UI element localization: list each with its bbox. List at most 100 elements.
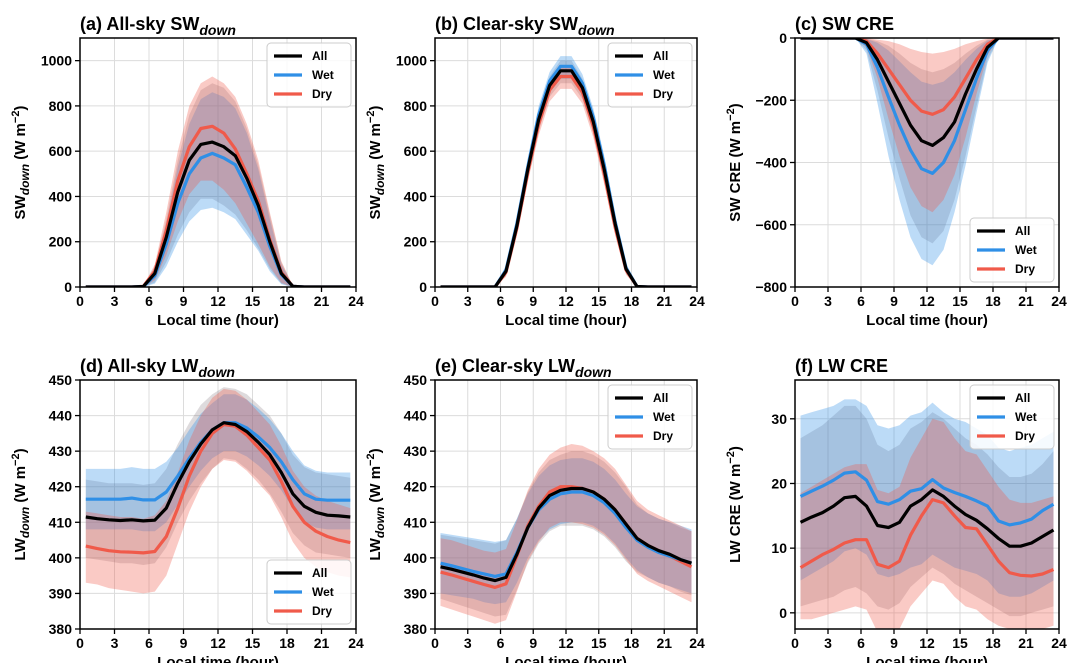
- y-tick-label: 390: [49, 585, 73, 601]
- x-axis-label: Local time (hour): [505, 312, 627, 329]
- x-tick-label: 9: [180, 293, 188, 309]
- y-axis-label: LW CRE (W m−2): [725, 446, 744, 563]
- x-tick-label: 9: [529, 635, 537, 651]
- y-label-superscript: −2: [725, 108, 737, 121]
- legend: All Wet Dry: [266, 559, 352, 625]
- x-tick-label: 9: [529, 293, 537, 309]
- x-tick-label: 21: [1018, 293, 1034, 309]
- band-wet: [440, 458, 692, 605]
- y-label-close: ): [367, 106, 384, 111]
- legend: All Wet Dry: [266, 42, 352, 108]
- y-label-close: ): [12, 448, 29, 453]
- x-tick-label: 12: [919, 293, 935, 309]
- y-tick-label: 600: [49, 143, 73, 159]
- panel-title-subscript: down: [578, 22, 615, 38]
- series-line-all: [440, 69, 692, 287]
- x-tick-label: 24: [1051, 635, 1067, 651]
- x-tick-label: 12: [558, 635, 574, 651]
- x-tick-label: 6: [857, 293, 865, 309]
- x-tick-label: 12: [558, 293, 574, 309]
- x-tick-label: 6: [145, 293, 153, 309]
- x-tick-label: 12: [919, 635, 935, 651]
- panel-title-text: (b) Clear-sky SW: [435, 14, 578, 34]
- legend-label-all: All: [312, 566, 327, 580]
- x-tick-label: 9: [890, 635, 898, 651]
- panel-title: (d) All-sky LWdown: [80, 356, 235, 380]
- y-tick-label: 1000: [396, 53, 427, 69]
- y-tick-label: 0: [779, 30, 787, 46]
- y-label-main: LW CRE: [727, 505, 744, 563]
- y-label-main: LW: [12, 537, 29, 560]
- x-tick-label: 6: [497, 293, 505, 309]
- legend-label-all: All: [312, 49, 327, 63]
- band-wet: [85, 394, 351, 532]
- series-line-wet: [799, 470, 1055, 527]
- legend-label-wet: Wet: [653, 68, 675, 82]
- x-tick-label: 21: [656, 635, 672, 651]
- series-line-all: [440, 486, 693, 583]
- legend-label-wet: Wet: [1015, 410, 1037, 424]
- panel-f: 0 3 6 9 12 15 18 21 24 0 10 20 30 (f) LW CRE Local tim…: [725, 356, 1067, 663]
- x-tick-label: 18: [985, 293, 1001, 309]
- y-tick-label: 0: [779, 605, 787, 621]
- x-tick-label: 0: [791, 635, 799, 651]
- x-tick-label: 24: [689, 635, 705, 651]
- series-line-wet: [440, 64, 692, 287]
- y-tick-label: 450: [404, 372, 428, 388]
- x-tick-label: 0: [431, 293, 439, 309]
- legend-label-dry: Dry: [1015, 262, 1035, 276]
- x-tick-label: 3: [824, 293, 832, 309]
- x-tick-label: 21: [656, 293, 672, 309]
- series-line-dry: [440, 74, 692, 287]
- series-line-all: [799, 488, 1055, 548]
- plot-area-b: [440, 56, 692, 287]
- legend-box: [969, 384, 1055, 450]
- y-label-superscript: −2: [725, 451, 737, 464]
- legend-label-wet: Wet: [312, 585, 334, 599]
- y-label-main: SW CRE: [727, 162, 744, 222]
- panel-d: 0 3 6 9 12 15 18 21 24 380 390 400 410 420 430 440 450 (d…: [10, 356, 364, 663]
- y-label-close: ): [367, 448, 384, 453]
- y-label-unit: (W m: [367, 466, 384, 507]
- legend: All Wet Dry: [607, 42, 693, 108]
- y-tick-label: −200: [755, 92, 787, 108]
- y-tick-label: 400: [404, 188, 428, 204]
- legend-box: [607, 384, 693, 450]
- x-tick-label: 12: [210, 293, 226, 309]
- x-tick-label: 6: [145, 635, 153, 651]
- y-label-subscript: down: [18, 164, 32, 195]
- x-axis-label: Local time (hour): [157, 312, 279, 329]
- x-tick-label: 15: [591, 635, 607, 651]
- y-tick-label: 400: [404, 550, 428, 566]
- y-tick-label: 390: [404, 585, 428, 601]
- y-label-superscript: −2: [10, 111, 22, 124]
- x-tick-label: 18: [624, 293, 640, 309]
- y-label-superscript: −2: [365, 111, 377, 124]
- panel-b: 0 3 6 9 12 15 18 21 24 0 200 400 600 800 1000 (b) Clear…: [365, 14, 705, 329]
- series-line-dry: [85, 422, 351, 555]
- x-tick-label: 9: [890, 293, 898, 309]
- panel-title-text: (c) SW CRE: [795, 14, 894, 34]
- legend-label-all: All: [1015, 224, 1030, 238]
- panel-title-text: (d) All-sky LW: [80, 356, 198, 376]
- legend: All Wet Dry: [969, 217, 1055, 283]
- y-axis-label: LWdown (W m−2): [365, 448, 387, 560]
- y-label-unit: (W m: [12, 123, 29, 164]
- x-tick-label: 0: [791, 293, 799, 309]
- y-tick-label: −600: [755, 217, 787, 233]
- y-tick-label: 380: [49, 621, 73, 637]
- panel-title-text: (a) All-sky SW: [80, 14, 199, 34]
- y-label-subscript: down: [373, 164, 387, 195]
- series-line-dry: [85, 124, 351, 287]
- band-wet: [800, 38, 1054, 266]
- x-tick-label: 24: [689, 293, 705, 309]
- y-label-main: SW: [12, 194, 29, 219]
- y-label-subscript: down: [18, 507, 32, 538]
- y-tick-label: 10: [771, 540, 787, 556]
- y-tick-label: 430: [49, 443, 73, 459]
- x-tick-label: 12: [210, 635, 226, 651]
- x-tick-label: 18: [279, 635, 295, 651]
- y-tick-label: 420: [49, 479, 73, 495]
- y-tick-label: 20: [771, 475, 787, 491]
